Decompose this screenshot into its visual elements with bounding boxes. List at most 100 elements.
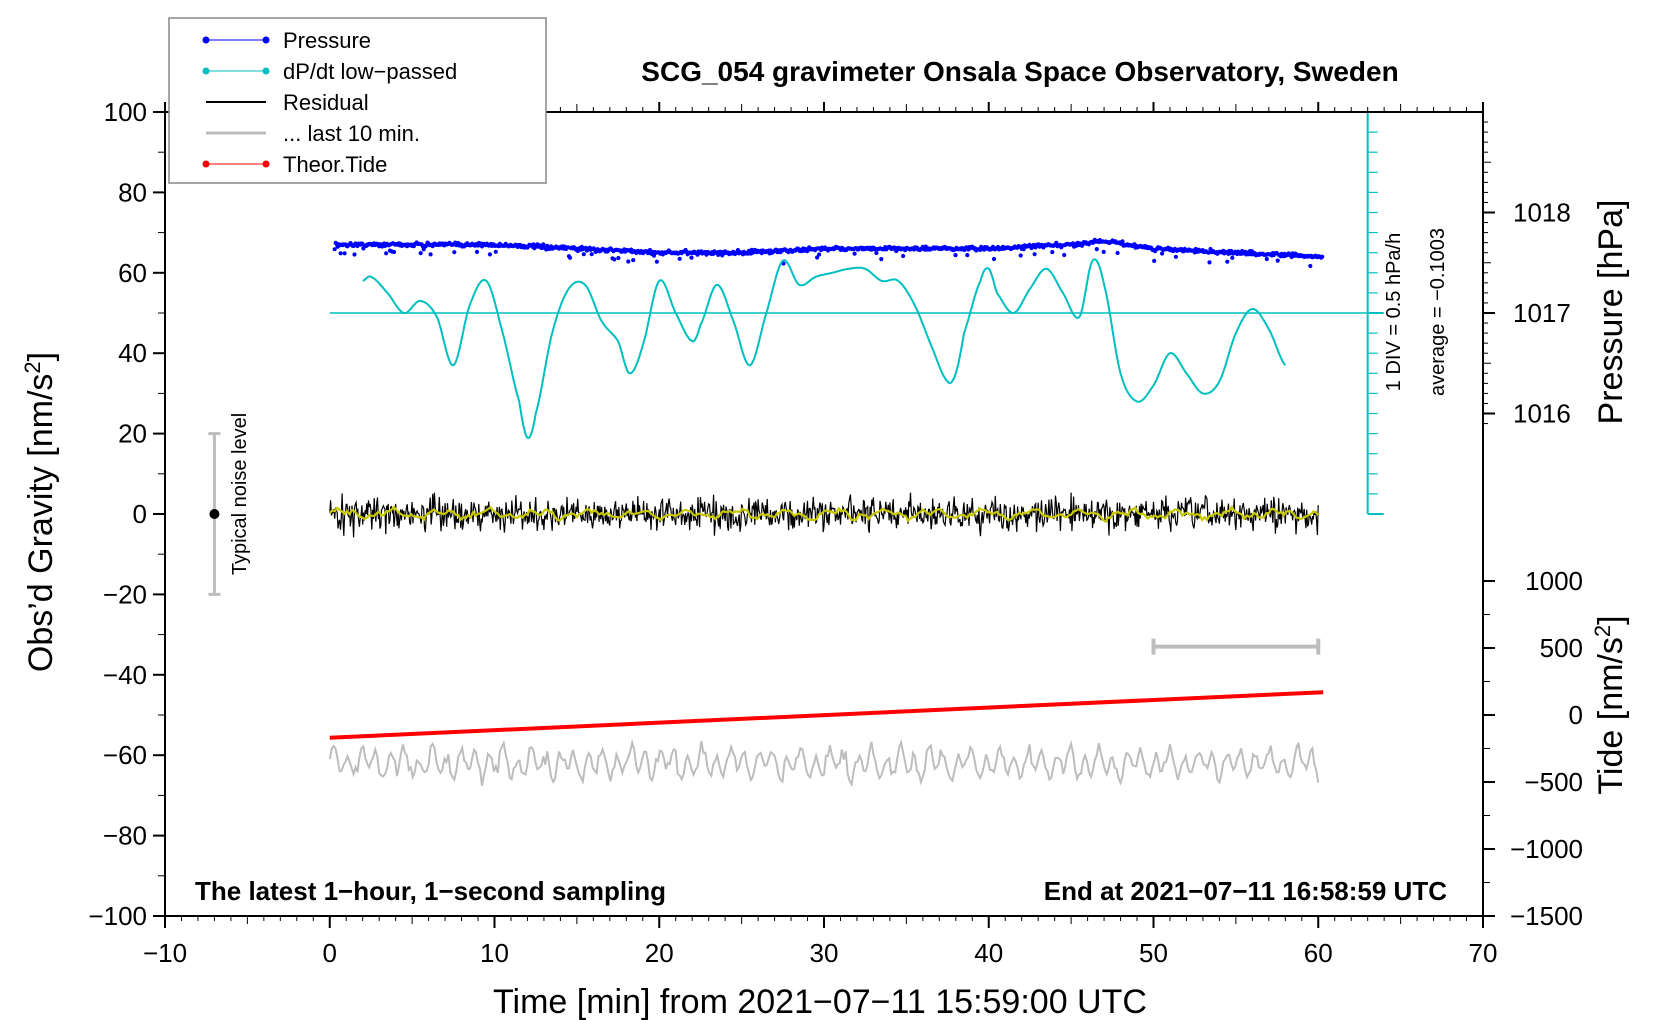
x-tick-label: 60 bbox=[1304, 938, 1333, 968]
noise-bar-center-dot bbox=[209, 509, 220, 519]
pressure-point bbox=[817, 252, 822, 257]
dpdt-average-label: average = −0.1003 bbox=[1427, 228, 1449, 396]
pressure-point bbox=[338, 251, 343, 256]
pressure-point bbox=[352, 252, 357, 257]
x-tick-label: 30 bbox=[810, 938, 839, 968]
pressure-point bbox=[651, 253, 657, 258]
pressure-point bbox=[631, 258, 636, 263]
pressure-point bbox=[1032, 252, 1037, 257]
pressure-tick-label: 1018 bbox=[1513, 198, 1571, 228]
x-tick-label: 40 bbox=[974, 938, 1003, 968]
pressure-point bbox=[332, 247, 337, 252]
legend-swatch-dot bbox=[262, 67, 270, 75]
pressure-point bbox=[1050, 250, 1055, 255]
pressure-point bbox=[342, 251, 347, 256]
pressure-point bbox=[852, 251, 857, 256]
pressure-point bbox=[1275, 258, 1280, 263]
pressure-point bbox=[1225, 259, 1230, 264]
pressure-point bbox=[1160, 251, 1165, 256]
pressure-point bbox=[1152, 258, 1157, 263]
x-tick-label: 70 bbox=[1469, 938, 1498, 968]
pressure-point bbox=[452, 250, 457, 255]
pressure-point bbox=[1094, 247, 1099, 252]
dpdt-lowpassed-line bbox=[362, 258, 1287, 439]
pressure-point bbox=[487, 252, 492, 257]
end-time-note: End at 2021−07−11 16:58:59 UTC bbox=[1044, 876, 1447, 906]
y-axis-label-tide-sup: 2 bbox=[1590, 625, 1615, 637]
pressure-point bbox=[991, 256, 997, 262]
chart-title: SCG_054 gravimeter Onsala Space Observat… bbox=[641, 56, 1398, 87]
y-tick-label: 40 bbox=[118, 338, 147, 368]
pressure-tick-label: 1016 bbox=[1513, 399, 1571, 429]
pressure-point bbox=[1230, 255, 1235, 260]
legend-swatch-dot bbox=[202, 36, 210, 44]
y-axis-label-tide-end: ] bbox=[1592, 615, 1630, 624]
dpdt-div-label: 1 DIV = 0.5 hPa/h bbox=[1383, 233, 1405, 391]
pressure-point bbox=[616, 255, 621, 261]
tide-tick-label: −500 bbox=[1524, 767, 1583, 797]
pressure-point bbox=[901, 253, 906, 259]
pressure-point bbox=[428, 252, 433, 257]
legend-box bbox=[168, 17, 547, 184]
pressure-point bbox=[1207, 260, 1212, 265]
y-tick-label: 20 bbox=[118, 419, 147, 449]
legend-entry-tide: Theor.Tide bbox=[202, 152, 387, 177]
pressure-point bbox=[567, 255, 573, 260]
y-tick-label: −80 bbox=[103, 821, 147, 851]
noise-level-label: Typical noise level bbox=[229, 413, 251, 575]
pressure-point bbox=[1120, 239, 1125, 244]
series-layer bbox=[328, 237, 1325, 788]
y-tick-label: 0 bbox=[133, 499, 147, 529]
pressure-point bbox=[953, 253, 958, 258]
pressure-point bbox=[1308, 263, 1313, 269]
legend: Pressure dP/dt low−passed Residual ... l… bbox=[168, 17, 547, 184]
y-axis-label-gravity-sup: 2 bbox=[20, 361, 45, 373]
tide-tick-label: −1500 bbox=[1510, 901, 1583, 931]
x-tick-label: 20 bbox=[645, 938, 674, 968]
y-tick-label: 100 bbox=[104, 97, 147, 127]
y-axis-label-pressure: Pressure [hPa] bbox=[1592, 200, 1630, 425]
pressure-point bbox=[384, 251, 389, 256]
residual-lowpassed-line bbox=[329, 504, 1319, 524]
y-tick-label: −100 bbox=[88, 901, 147, 931]
pressure-point bbox=[418, 251, 423, 256]
x-axis-label: Time [min] from 2021−07−11 15:59:00 UTC bbox=[493, 983, 1147, 1020]
pressure-point bbox=[965, 253, 970, 258]
pressure-point bbox=[1320, 254, 1325, 259]
pressure-point bbox=[581, 252, 586, 257]
legend-entry-pressure: Pressure bbox=[202, 28, 371, 53]
pressure-point bbox=[689, 255, 694, 260]
tide-tick-label: 1000 bbox=[1525, 566, 1583, 596]
legend-label: Pressure bbox=[283, 28, 371, 53]
pressure-point bbox=[677, 256, 682, 261]
y-tick-label: 80 bbox=[118, 177, 147, 207]
y-axis-label-gravity-end: ] bbox=[22, 352, 60, 361]
pressure-point bbox=[391, 249, 397, 255]
legend-entry-dpdt: dP/dt low−passed bbox=[202, 59, 457, 84]
y-axis-label-gravity: Obs’d Gravity [nm/s2] bbox=[20, 352, 60, 672]
legend-entry-residual: Residual bbox=[206, 90, 369, 115]
pressure-point bbox=[1018, 253, 1023, 258]
pressure-point bbox=[1101, 249, 1106, 254]
y-tick-label: −40 bbox=[103, 660, 147, 690]
legend-label: Theor.Tide bbox=[283, 152, 387, 177]
pressure-point bbox=[815, 255, 820, 260]
y-axis-label-tide-main: Tide [nm/s bbox=[1592, 637, 1630, 794]
pressure-point bbox=[1264, 256, 1269, 262]
legend-label: dP/dt low−passed bbox=[283, 59, 457, 84]
y-tick-label: −60 bbox=[103, 740, 147, 770]
legend-label: Residual bbox=[283, 90, 369, 115]
x-tick-label: −10 bbox=[143, 938, 187, 968]
x-tick-label: 0 bbox=[323, 938, 337, 968]
legend-swatch-dot bbox=[262, 36, 270, 44]
legend-swatch-dot bbox=[202, 67, 210, 75]
theoretical-tide-line bbox=[329, 690, 1324, 740]
pressure-point bbox=[1173, 254, 1178, 259]
pressure-point bbox=[474, 249, 480, 254]
residual-line bbox=[329, 492, 1319, 538]
y-axis-label-gravity-main: Obs’d Gravity [nm/s bbox=[22, 374, 60, 673]
y-axis-label-tide: Tide [nm/s2] bbox=[1590, 615, 1630, 794]
last-10-min-line bbox=[328, 738, 1320, 788]
pressure-point bbox=[874, 250, 879, 256]
